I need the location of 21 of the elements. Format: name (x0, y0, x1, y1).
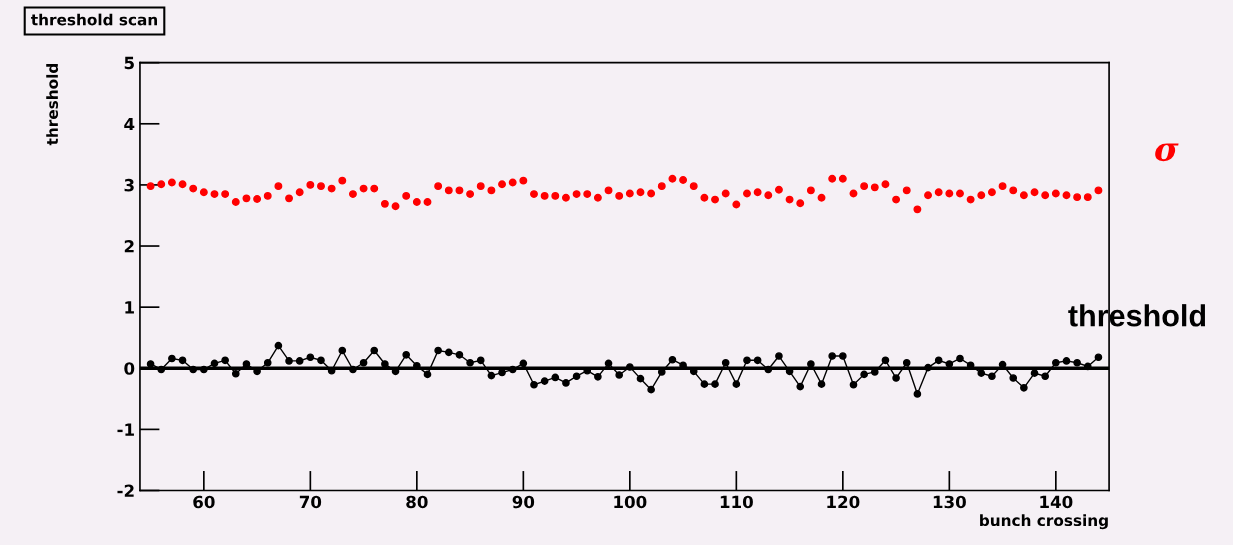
x-tick-label: 110 (720, 495, 753, 509)
y-tick-label: 3 (124, 178, 134, 192)
x-tick-label: 70 (299, 495, 322, 509)
y-tick-label: 0 (124, 362, 135, 375)
y-tick-label: -1 (117, 423, 134, 436)
x-tick-label: 90 (512, 495, 535, 509)
y-tick-label: 2 (124, 239, 134, 253)
x-tick-label: 120 (827, 495, 860, 509)
x-tick-label: 100 (614, 495, 647, 509)
x-tick-label: 60 (193, 495, 215, 509)
y-tick-label: 5 (124, 56, 134, 70)
x-axis-title: bunch crossing (980, 514, 1108, 530)
x-tick-label: 130 (933, 495, 966, 509)
series-label: σ (1155, 143, 1179, 162)
x-tick-label: 140 (1040, 495, 1073, 509)
x-tick-label: 80 (406, 495, 428, 509)
chart-title: threshold scan (31, 13, 157, 26)
y-axis-title: threshold (46, 63, 59, 146)
y-tick-label: -2 (117, 484, 134, 497)
y-tick-label: 4 (124, 117, 135, 131)
y-tick-label: 1 (125, 301, 134, 314)
